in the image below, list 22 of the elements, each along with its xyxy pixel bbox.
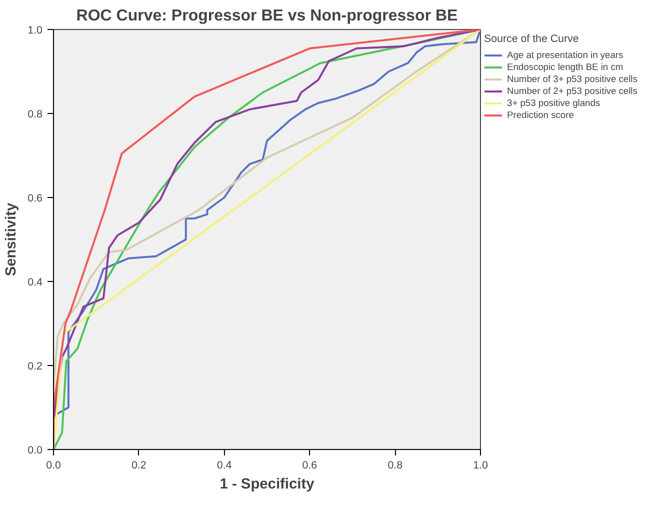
legend-label: Number of 2+ p53 positive cells	[507, 86, 638, 96]
chart-title: ROC Curve: Progressor BE vs Non-progressor BE	[76, 8, 458, 24]
legend-label: 3+ p53 positive glands	[507, 98, 600, 108]
legend-label: Endoscopic length BE in cm	[507, 62, 624, 72]
x-axis-title: 1 - Specificity	[220, 476, 316, 492]
x-tick-label: 0.6	[302, 460, 318, 472]
y-tick-label: 0.2	[28, 360, 43, 372]
x-tick-label: 0.4	[216, 460, 232, 472]
legend-label: Age at presentation in years	[507, 50, 624, 60]
y-tick-label: 0.8	[28, 108, 43, 120]
y-tick-label: 0.0	[28, 444, 43, 456]
legend-label: Number of 3+ p53 positive cells	[507, 74, 638, 84]
legend-title: Source of the Curve	[484, 33, 580, 45]
y-tick-label: 0.4	[28, 276, 43, 288]
y-axis-title: Sensitivity	[4, 202, 20, 276]
y-tick-label: 0.6	[28, 192, 43, 204]
x-tick-label: 1.0	[473, 460, 488, 472]
x-tick-label: 0.2	[131, 460, 146, 472]
x-tick-label: 0.0	[46, 460, 61, 472]
legend-label: Prediction score	[507, 110, 574, 120]
y-tick-label: 1.0	[28, 24, 43, 36]
x-tick-label: 0.8	[388, 460, 403, 472]
